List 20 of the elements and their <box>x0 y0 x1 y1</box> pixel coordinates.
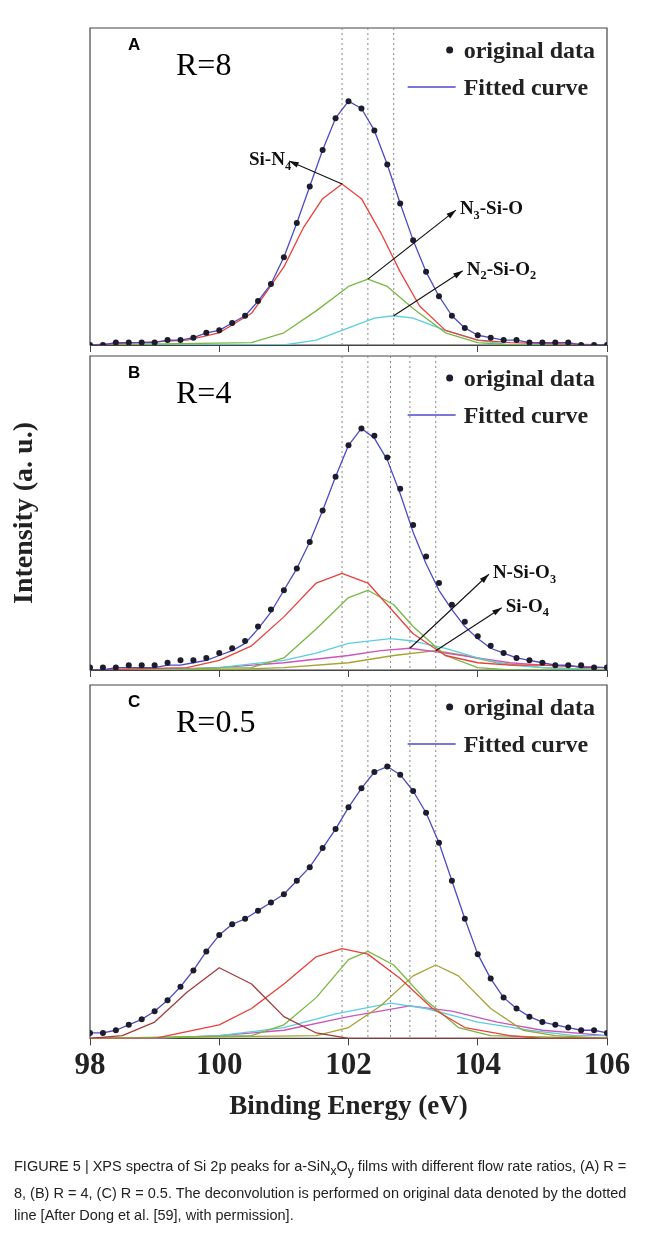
caption: FIGURE 5 | XPS spectra of Si 2p peaks for a-SiN$_{x}$O$_{y}$ films with different flow rate ratios, (A) R = 8, (B) R = 4, (C) R = 0.5. The deconvolution is performed on original data denoted by the dotted line [After Dong et al. [59], with permission]. <box>13 1157 628 1225</box>
legend-label: Fitted curve <box>463 731 589 757</box>
legend-label: original data <box>463 694 595 720</box>
x-tick-label: 106 <box>583 1046 631 1082</box>
x-tick-label: 100 <box>196 1046 243 1082</box>
chart-title: B <box>128 363 141 382</box>
legend-label: original data <box>463 37 595 63</box>
x-tick-label: 98 <box>74 1046 106 1082</box>
chart-title: A <box>128 35 141 54</box>
y-axis-title: Intensity (a. u.) <box>7 421 38 605</box>
legend-label: original data <box>463 365 595 391</box>
legend-label: Fitted curve <box>463 74 589 100</box>
chart-subtitle: R=0.5 <box>176 703 256 739</box>
chart-subtitle: R=8 <box>176 46 232 82</box>
x-tick-label: 102 <box>325 1046 372 1082</box>
chart-subtitle: R=4 <box>176 374 232 410</box>
legend-label: Fitted curve <box>463 402 589 428</box>
x-axis-title: Binding Energy (eV) <box>229 1089 468 1120</box>
chart-title: C <box>128 692 141 711</box>
x-tick-label: 104 <box>454 1046 501 1082</box>
